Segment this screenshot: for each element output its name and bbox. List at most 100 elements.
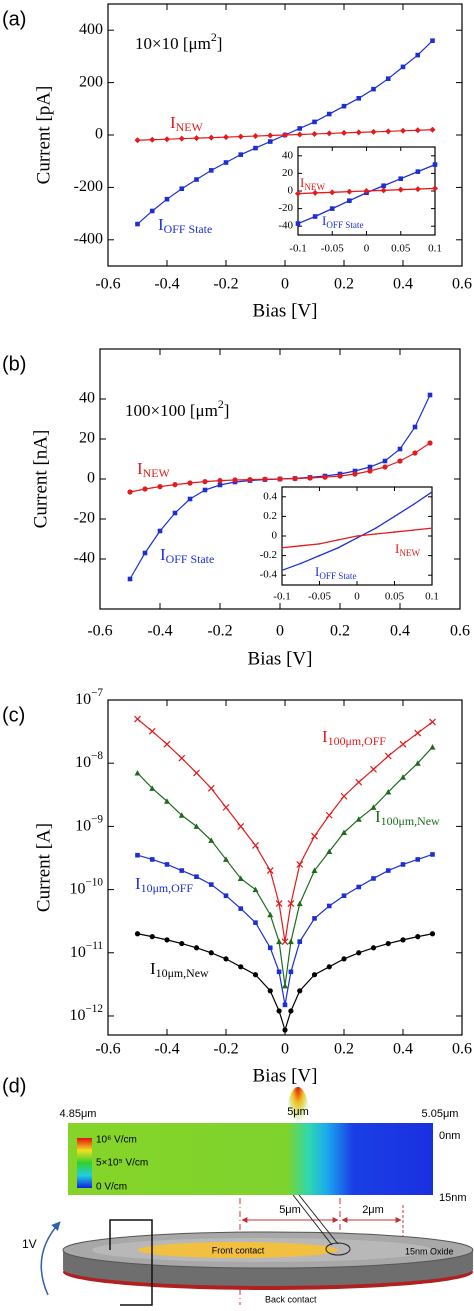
front-label: Front contact <box>212 1245 265 1255</box>
marker <box>356 950 362 956</box>
y-tick-label: 200 <box>79 73 103 90</box>
marker <box>429 718 436 726</box>
marker <box>297 939 303 944</box>
bias-label: 1V <box>22 1237 37 1251</box>
annotation-text: I <box>160 545 166 564</box>
tick-power: −11 <box>86 939 103 951</box>
marker <box>415 857 421 862</box>
marker <box>267 139 273 144</box>
annotation-text: I <box>375 807 381 826</box>
marker <box>237 822 245 830</box>
marker <box>380 187 387 194</box>
depth-label: 0nm <box>439 1130 460 1142</box>
back-label: Back contact <box>265 1294 317 1304</box>
marker <box>414 186 421 193</box>
y-tick-label: -400 <box>74 230 103 247</box>
x-tick-label: -0.4 <box>154 276 179 293</box>
x-tick-label: -0.4 <box>154 1041 179 1058</box>
annotation-text: I <box>170 113 176 132</box>
marker <box>346 188 353 195</box>
x-tick-label: 0.2 <box>330 623 350 640</box>
marker <box>208 882 214 887</box>
annotation-text: I <box>300 175 304 190</box>
marker <box>217 482 223 488</box>
y-tick-label: 0 <box>87 470 95 487</box>
marker <box>400 127 406 134</box>
wire <box>109 1219 153 1306</box>
marker <box>287 938 294 945</box>
marker <box>297 988 303 994</box>
marker <box>148 727 156 735</box>
tick-base: 10 <box>75 691 91 708</box>
marker <box>429 931 436 937</box>
marker <box>385 128 392 135</box>
marker <box>267 945 273 951</box>
y-tick-label: 10−10 <box>70 876 104 897</box>
marker <box>398 176 404 181</box>
marker <box>370 804 377 810</box>
marker <box>164 937 170 943</box>
annotation-sub: 100μm,New <box>381 814 440 828</box>
annotation-sub: 10μm,OFF <box>141 881 194 895</box>
annotation: I100μm,OFF <box>322 727 386 748</box>
marker <box>178 135 185 142</box>
marker <box>430 38 435 43</box>
marker <box>397 458 403 464</box>
marker <box>127 489 133 495</box>
x-tick-label: -0.2 <box>213 276 238 293</box>
y-tick-label: 10−7 <box>75 687 103 708</box>
marker <box>299 562 302 565</box>
marker <box>207 784 215 792</box>
marker <box>341 956 347 962</box>
marker <box>385 76 391 81</box>
x-tick-label: 0.1 <box>425 591 439 603</box>
x-tick-label: -0.2 <box>207 623 232 640</box>
marker <box>193 945 200 951</box>
marker <box>299 545 302 547</box>
annotation: INEW <box>170 113 204 134</box>
marker <box>352 471 358 477</box>
marker <box>432 185 438 192</box>
x-end-label: 5.05μm <box>422 1108 459 1120</box>
marker <box>135 852 140 858</box>
annotation-text: I <box>158 215 164 234</box>
marker <box>414 127 421 134</box>
x-tick-label: 0 <box>364 243 370 255</box>
marker <box>237 133 244 140</box>
marker <box>194 874 199 879</box>
marker <box>384 752 392 760</box>
marker <box>382 464 388 470</box>
marker <box>288 1008 294 1014</box>
marker <box>281 938 289 946</box>
marker <box>282 132 288 138</box>
marker <box>307 475 313 481</box>
annotation: INEW <box>300 175 325 192</box>
marker <box>282 1002 288 1008</box>
marker <box>202 487 208 493</box>
marker <box>371 86 376 92</box>
marker <box>295 190 301 197</box>
marker <box>149 934 155 940</box>
x-tick-label: -0.05 <box>308 591 331 603</box>
marker <box>149 785 156 791</box>
marker <box>415 934 421 940</box>
marker <box>385 789 392 795</box>
marker <box>431 527 433 529</box>
annotation-text: I <box>137 459 143 478</box>
annotation-text: I <box>135 874 141 893</box>
marker <box>208 168 214 173</box>
marker <box>297 126 303 131</box>
marker <box>208 950 214 956</box>
y-axis-label: Current [nA] <box>30 430 51 529</box>
marker <box>397 446 403 452</box>
annotation-tail: ] <box>217 34 223 53</box>
annotation-sub: OFF State <box>319 571 356 581</box>
marker <box>312 189 319 196</box>
x-tick-label: 0 <box>281 1041 289 1058</box>
marker <box>193 135 200 142</box>
marker <box>135 221 140 227</box>
marker <box>193 823 200 829</box>
diagram: (d) 10⁶ V/cm 5×10⁵ V/cm 0 V/cm 4.85μm 5μ… <box>2 1075 474 1306</box>
y-tick-label: 10−9 <box>75 813 103 834</box>
